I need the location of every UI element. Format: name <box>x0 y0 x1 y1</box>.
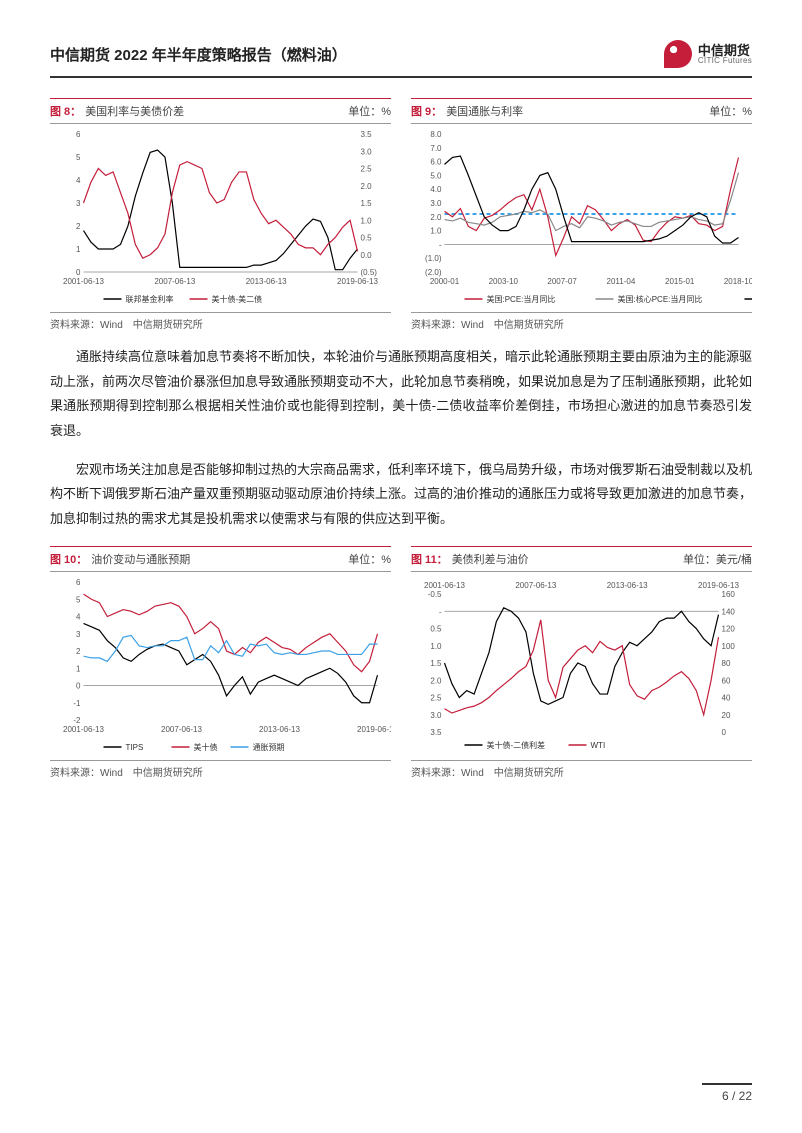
svg-text:通胀预期: 通胀预期 <box>253 742 285 752</box>
header-title: 中信期货 2022 年半年度策略报告（燃料油） <box>50 44 347 65</box>
paragraph-1: 通胀持续高位意味着加息节奏将不断加快，本轮油价与通胀预期高度相关，暗示此轮通胀预… <box>50 345 752 444</box>
svg-text:2019-06-13: 2019-06-13 <box>337 277 378 286</box>
chart-9: 图 9：美国通胀与利率 单位：% (2.0)(1.0)-1.02.03.04.0… <box>411 98 752 331</box>
svg-text:40: 40 <box>722 693 731 702</box>
chart-10: 图 10：油价变动与通胀预期 单位：% -2-101234562001-06-1… <box>50 546 391 779</box>
svg-text:3.5: 3.5 <box>430 728 442 737</box>
svg-text:2.5: 2.5 <box>430 693 442 702</box>
svg-text:1: 1 <box>76 245 81 254</box>
svg-text:2018-10: 2018-10 <box>724 277 752 286</box>
svg-text:3.0: 3.0 <box>361 147 373 156</box>
svg-text:4.0: 4.0 <box>430 185 442 194</box>
svg-text:0.5: 0.5 <box>361 234 373 243</box>
svg-text:2015-01: 2015-01 <box>665 277 695 286</box>
svg-text:2.0: 2.0 <box>361 182 373 191</box>
svg-text:1.0: 1.0 <box>430 227 442 236</box>
svg-text:-0.5: -0.5 <box>428 590 442 599</box>
svg-text:0.5: 0.5 <box>430 624 442 633</box>
svg-text:2019-06-13: 2019-06-13 <box>698 581 739 590</box>
svg-text:1.0: 1.0 <box>361 216 373 225</box>
svg-text:2001-06-13: 2001-06-13 <box>424 581 465 590</box>
svg-text:2011-04: 2011-04 <box>607 277 636 286</box>
svg-text:2007-07: 2007-07 <box>547 277 577 286</box>
page-footer: 6 / 22 <box>702 1083 752 1103</box>
svg-text:-: - <box>439 240 442 249</box>
svg-text:2000-01: 2000-01 <box>430 277 460 286</box>
svg-text:美十债: 美十债 <box>194 742 218 752</box>
svg-text:6: 6 <box>76 578 81 587</box>
chart-row-1: 图 8：美国利率与美债价差 单位：% 0123456(0.5)0.00.51.0… <box>50 98 752 331</box>
svg-text:0.0: 0.0 <box>361 251 373 260</box>
svg-text:-2: -2 <box>73 716 81 725</box>
svg-text:2019-06-13: 2019-06-13 <box>357 725 391 734</box>
svg-text:0: 0 <box>76 268 81 277</box>
svg-text:WTI: WTI <box>591 741 606 750</box>
svg-text:2001-06-13: 2001-06-13 <box>63 277 104 286</box>
svg-text:2.0: 2.0 <box>430 676 442 685</box>
logo-en: CITIC Futures <box>698 57 752 65</box>
svg-text:1.0: 1.0 <box>430 642 442 651</box>
svg-text:-: - <box>439 607 442 616</box>
svg-text:2.0: 2.0 <box>430 213 442 222</box>
svg-text:2.5: 2.5 <box>361 165 373 174</box>
svg-text:60: 60 <box>722 676 731 685</box>
svg-text:5.0: 5.0 <box>430 171 442 180</box>
svg-text:160: 160 <box>722 590 736 599</box>
svg-text:(0.5): (0.5) <box>361 268 378 277</box>
svg-text:美十债-美二债: 美十债-美二债 <box>212 294 263 304</box>
svg-text:0: 0 <box>722 728 727 737</box>
svg-text:美国:核心PCE:当月同比: 美国:核心PCE:当月同比 <box>618 294 703 304</box>
svg-text:3.0: 3.0 <box>430 711 442 720</box>
svg-text:6: 6 <box>76 130 81 139</box>
logo-cn: 中信期货 <box>698 44 752 57</box>
svg-text:美十债-二债利差: 美十债-二债利差 <box>487 740 546 750</box>
chart-row-2: 图 10：油价变动与通胀预期 单位：% -2-101234562001-06-1… <box>50 546 752 779</box>
svg-text:5: 5 <box>76 153 81 162</box>
svg-text:20: 20 <box>722 711 731 720</box>
svg-text:2007-06-13: 2007-06-13 <box>515 581 556 590</box>
svg-text:7.0: 7.0 <box>430 144 442 153</box>
svg-text:TIPS: TIPS <box>126 743 144 752</box>
svg-text:2007-06-13: 2007-06-13 <box>161 725 202 734</box>
logo: 中信期货 CITIC Futures <box>664 40 752 68</box>
svg-text:(2.0): (2.0) <box>425 268 442 277</box>
page-header: 中信期货 2022 年半年度策略报告（燃料油） 中信期货 CITIC Futur… <box>50 40 752 78</box>
svg-text:1.5: 1.5 <box>430 659 442 668</box>
chart-8: 图 8：美国利率与美债价差 单位：% 0123456(0.5)0.00.51.0… <box>50 98 391 331</box>
logo-icon <box>664 40 692 68</box>
svg-text:3.0: 3.0 <box>430 199 442 208</box>
svg-text:2: 2 <box>76 647 81 656</box>
svg-text:100: 100 <box>722 642 736 651</box>
chart-11: 图 11：美债利差与油价 单位：美元/桶 -0.5-0.51.01.52.02.… <box>411 546 752 779</box>
svg-text:80: 80 <box>722 659 731 668</box>
svg-text:1.5: 1.5 <box>361 199 373 208</box>
svg-text:-1: -1 <box>73 699 81 708</box>
svg-text:2003-10: 2003-10 <box>489 277 519 286</box>
svg-text:4: 4 <box>76 176 81 185</box>
svg-text:联邦基金利率: 联邦基金利率 <box>126 294 174 304</box>
svg-text:6.0: 6.0 <box>430 158 442 167</box>
svg-text:140: 140 <box>722 607 736 616</box>
svg-text:8.0: 8.0 <box>430 130 442 139</box>
svg-text:0: 0 <box>76 681 81 690</box>
svg-text:120: 120 <box>722 624 736 633</box>
svg-text:3.5: 3.5 <box>361 130 373 139</box>
svg-text:2013-06-13: 2013-06-13 <box>259 725 300 734</box>
svg-text:4: 4 <box>76 612 81 621</box>
svg-text:3: 3 <box>76 630 81 639</box>
svg-text:2013-06-13: 2013-06-13 <box>246 277 287 286</box>
paragraph-2: 宏观市场关注加息是否能够抑制过热的大宗商品需求，低利率环境下，俄乌局势升级，市场… <box>50 458 752 532</box>
svg-text:(1.0): (1.0) <box>425 254 442 263</box>
svg-text:2007-06-13: 2007-06-13 <box>154 277 195 286</box>
svg-text:1: 1 <box>76 664 81 673</box>
svg-text:3: 3 <box>76 199 81 208</box>
svg-text:美国:PCE:当月同比: 美国:PCE:当月同比 <box>487 294 556 304</box>
svg-text:2: 2 <box>76 222 81 231</box>
svg-text:2001-06-13: 2001-06-13 <box>63 725 104 734</box>
svg-text:2013-06-13: 2013-06-13 <box>607 581 648 590</box>
svg-text:5: 5 <box>76 595 81 604</box>
